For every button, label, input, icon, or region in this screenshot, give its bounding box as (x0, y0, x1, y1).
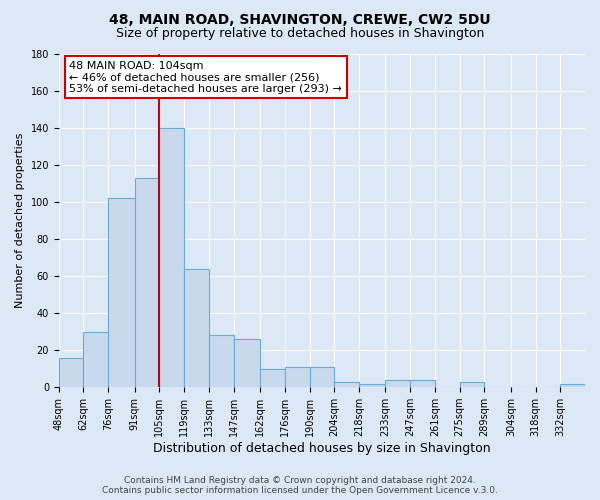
Bar (285, 367, 310, 387)
Bar (385, 380, 410, 387)
Bar (310, 367, 334, 387)
Y-axis label: Number of detached properties: Number of detached properties (15, 133, 25, 308)
Bar (410, 380, 435, 387)
X-axis label: Distribution of detached houses by size in Shavington: Distribution of detached houses by size … (153, 442, 491, 455)
Bar (359, 384, 385, 387)
Bar (160, 128, 184, 387)
Bar (59, 358, 83, 387)
Bar (260, 368, 285, 387)
Bar (184, 268, 209, 387)
Bar (460, 382, 484, 387)
Bar (83, 332, 108, 387)
Bar (560, 384, 585, 387)
Text: Size of property relative to detached houses in Shavington: Size of property relative to detached ho… (116, 28, 484, 40)
Bar (233, 339, 260, 387)
Bar (108, 198, 135, 387)
Text: 48, MAIN ROAD, SHAVINGTON, CREWE, CW2 5DU: 48, MAIN ROAD, SHAVINGTON, CREWE, CW2 5D… (109, 12, 491, 26)
Text: 48 MAIN ROAD: 104sqm
← 46% of detached houses are smaller (256)
53% of semi-deta: 48 MAIN ROAD: 104sqm ← 46% of detached h… (70, 60, 342, 94)
Text: Contains HM Land Registry data © Crown copyright and database right 2024.
Contai: Contains HM Land Registry data © Crown c… (102, 476, 498, 495)
Bar (135, 178, 160, 387)
Bar (334, 382, 359, 387)
Bar (209, 336, 233, 387)
